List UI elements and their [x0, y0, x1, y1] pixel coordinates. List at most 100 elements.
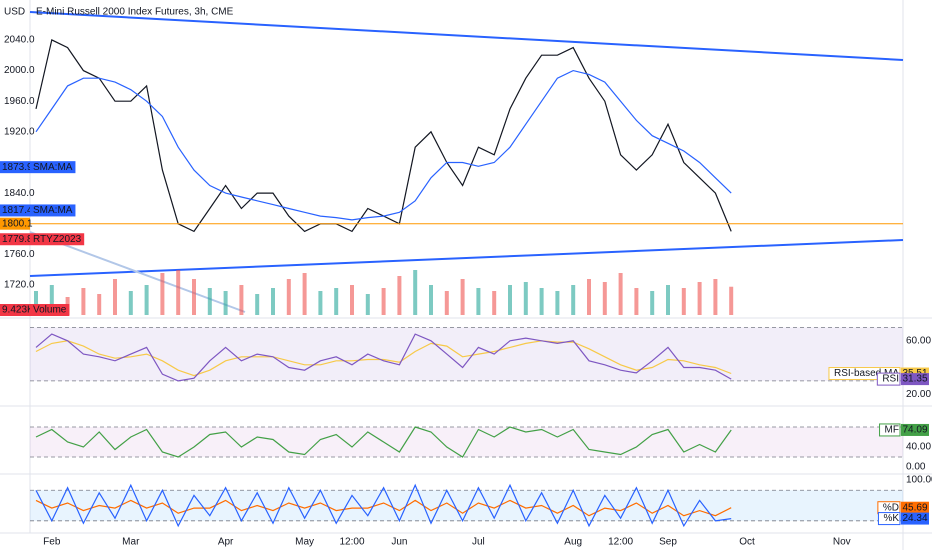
volume-bar	[81, 288, 86, 315]
marker-name-box	[879, 423, 901, 437]
marker-name: MF	[885, 425, 899, 436]
marker-name: SMA:MA	[33, 162, 73, 173]
marker-value-box	[0, 217, 30, 230]
volume-bar	[176, 270, 181, 315]
volume-bar	[223, 291, 228, 315]
marker-name-box	[30, 161, 76, 174]
x-tick-label: Sep	[659, 537, 677, 548]
marker-value-box	[901, 512, 929, 525]
volume-bar	[476, 288, 481, 315]
volume-bar	[618, 273, 623, 315]
marker-name: RSI-based MA	[834, 368, 899, 379]
marker-value-box	[0, 233, 30, 246]
volume-bar	[302, 273, 307, 315]
x-tick-label: 12:00	[339, 537, 364, 548]
volume-bar	[587, 279, 591, 315]
volume-bar	[413, 270, 418, 315]
marker-value-box	[901, 423, 929, 436]
volume-bar	[160, 273, 165, 315]
band-fill	[30, 327, 903, 381]
series-line	[35, 483, 732, 528]
marker-name-box	[30, 233, 85, 246]
volume-bar	[239, 285, 244, 315]
x-tick-label: Jul	[472, 537, 485, 548]
marker-name: %D	[883, 502, 899, 513]
marker-value: 24.34	[902, 513, 927, 524]
currency-label: USD	[4, 7, 25, 18]
marker-value: 1779.8	[2, 234, 33, 245]
volume-bar	[144, 285, 149, 315]
x-tick-label: Feb	[43, 537, 61, 548]
y-tick-label: 2040.0	[4, 35, 35, 46]
y-tick-label: 2000.0	[4, 65, 35, 76]
trend-line	[29, 239, 904, 277]
x-tick-label: Nov	[833, 537, 851, 548]
y-tick-label: 1920.0	[4, 126, 35, 137]
marker-value-box	[0, 304, 30, 316]
marker-name: Volume	[33, 305, 67, 316]
volume-bar	[49, 285, 54, 315]
marker-name-box	[30, 204, 76, 217]
marker-value: 1800.1	[2, 218, 33, 229]
band-fill	[30, 427, 903, 457]
volume-bar	[334, 288, 339, 315]
marker-value: 45.69	[902, 502, 927, 513]
marker-name-box	[877, 512, 901, 526]
volume-bar	[381, 288, 386, 315]
volume-bar	[192, 279, 196, 315]
volume-bar	[365, 294, 370, 315]
y-tick-label: 1960.0	[4, 96, 35, 107]
volume-bar	[729, 286, 734, 315]
band-fill	[30, 490, 903, 521]
marker-name-box	[876, 372, 901, 386]
series-line	[35, 426, 732, 458]
chart-title: E-Mini Russell 2000 Index Futures, 3h, C…	[36, 7, 234, 18]
marker-value-box	[901, 373, 929, 386]
x-tick-label: May	[295, 537, 314, 548]
volume-bar	[492, 291, 497, 315]
volume-bar	[397, 276, 402, 315]
marker-value: 74.09	[902, 425, 927, 436]
marker-value: 31.35	[902, 374, 927, 385]
volume-bar	[508, 285, 512, 315]
volume-bar	[697, 282, 702, 315]
x-tick-label: Mar	[122, 537, 140, 548]
volume-bar	[523, 282, 528, 315]
y-tick-label: 20.00	[906, 389, 931, 400]
volume-bar	[634, 288, 639, 315]
volume-bar	[460, 279, 465, 315]
marker-name: SMA:MA	[33, 205, 73, 216]
x-tick-label: Apr	[218, 537, 234, 548]
series-line	[35, 333, 732, 382]
trend-line	[29, 11, 904, 61]
y-tick-label: 1760.0	[4, 249, 35, 260]
marker-name: RTYZ2023	[33, 234, 82, 245]
x-tick-label: Jun	[391, 537, 407, 548]
marker-value-box	[0, 204, 30, 217]
marker-name-box	[30, 304, 70, 316]
volume-bar	[429, 285, 433, 315]
x-tick-label: Aug	[564, 537, 582, 548]
volume-bar	[255, 294, 260, 315]
series-line	[35, 69, 732, 221]
volume-bar	[602, 282, 607, 315]
volume-bar	[207, 288, 212, 315]
volume-bar	[444, 291, 449, 315]
volume-bar	[271, 288, 275, 315]
volume-bar	[539, 288, 544, 315]
marker-name: RSI	[882, 374, 899, 385]
y-tick-label: 1840.0	[4, 188, 35, 199]
marker-value: 9.423K	[2, 305, 34, 316]
volume-bar	[128, 291, 133, 315]
y-tick-label: 0.00	[906, 462, 926, 473]
volume-bar	[713, 279, 718, 315]
y-tick-label: 1720.0	[4, 280, 35, 291]
volume-bar	[571, 285, 576, 315]
volume-bar	[650, 291, 655, 315]
volume-bar	[97, 294, 102, 315]
y-tick-label: 60.00	[906, 335, 931, 346]
x-tick-label: Oct	[739, 537, 755, 548]
volume-bar	[34, 291, 38, 315]
